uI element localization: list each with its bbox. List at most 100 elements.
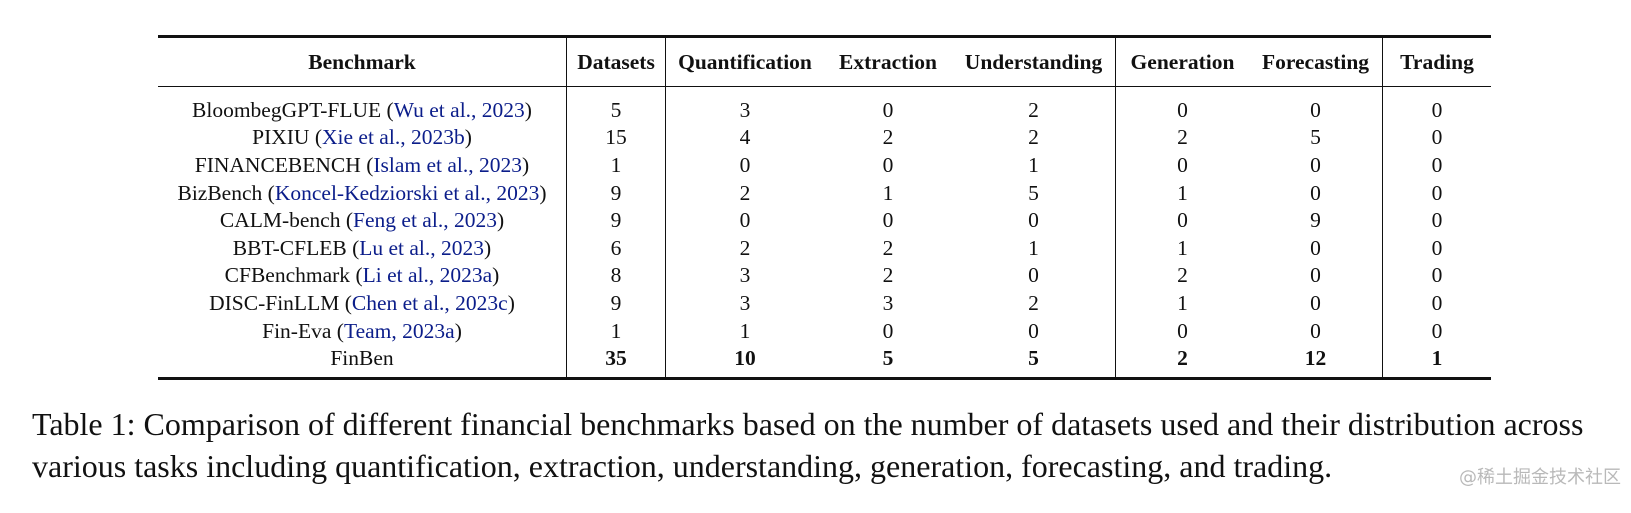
value-cell: 1 [566,316,666,345]
value-cell: 0 [665,151,824,179]
value-cell: 0 [1310,318,1321,343]
value-cell: 9 [566,289,666,317]
value-cell: 8 [566,261,666,290]
value-cell: 1 [1115,233,1249,262]
value-cell: 5 [1310,125,1321,150]
value-cell: 0 [1028,263,1039,288]
value-cell: 9 [566,178,666,207]
value-cell: 9 [1310,208,1321,233]
header-extraction: Extraction [839,49,937,74]
value-cell: 5 [566,86,666,124]
header-benchmark: Benchmark [308,49,416,74]
value-cell: 0 [1382,178,1491,207]
benchmark-name-cell: BizBench (Koncel-Kedziorski et al., 2023… [177,180,547,205]
value-cell: 10 [665,344,824,379]
benchmark-name: Fin-Eva [262,318,332,343]
table-body: BloombegGPT-FLUE (Wu et al., 2023) 5 3 0 2 0 0… [158,86,1491,379]
value-cell: 0 [1382,123,1491,152]
value-cell: 3 [882,290,894,315]
value-cell: 2 [1028,125,1039,150]
value-cell: 0 [1310,152,1321,177]
value-cell: 0 [1028,208,1039,233]
header-quantification: Quantification [665,36,824,87]
benchmark-name: BizBench [177,180,263,205]
value-cell: 0 [1310,180,1321,205]
header-forecasting: Forecasting [1261,49,1370,74]
value-cell: 2 [882,125,894,150]
table-row: CALM-bench (Feng et al., 2023) 9 0 0 0 0 9 0 [158,206,1491,234]
value-cell: 0 [1028,318,1039,343]
value-cell: 0 [1382,206,1491,234]
benchmark-table-container: Benchmark Datasets Quantification Extrac… [158,35,1491,380]
header-understanding: Understanding [964,49,1103,74]
value-cell: 5 [1028,180,1039,205]
value-cell: 0 [1115,206,1249,234]
value-cell: 3 [665,261,824,290]
value-cell: 0 [1382,86,1491,124]
value-cell: 0 [1310,235,1321,260]
table-row: DISC-FinLLM (Chen et al., 2023c) 9 3 3 2 1 0 0 [158,289,1491,317]
benchmark-name-cell: CALM-bench (Feng et al., 2023) [219,208,505,233]
value-cell: 2 [665,178,824,207]
value-cell: 2 [1028,97,1039,122]
benchmark-name-cell: BloombegGPT-FLUE (Wu et al., 2023) [192,97,532,122]
value-cell: 0 [1310,97,1321,122]
value-cell: 0 [1382,289,1491,317]
value-cell: 0 [665,206,824,234]
citation-link[interactable]: Chen et al., 2023c [351,290,508,315]
citation-link[interactable]: Xie et al., 2023b [322,125,465,150]
value-cell: 2 [1115,261,1249,290]
value-cell: 35 [566,344,666,379]
table-row: Fin-Eva (Team, 2023a) 1 1 0 0 0 0 0 [158,316,1491,345]
citation-link[interactable]: Team, 2023a [343,318,455,343]
benchmark-name-cell: DISC-FinLLM (Chen et al., 2023c) [209,290,515,315]
value-cell: 1 [1028,235,1039,260]
table-row: CFBenchmark (Li et al., 2023a) 8 3 2 0 2 0 0 [158,261,1491,290]
value-cell: 2 [1115,123,1249,152]
benchmark-name: FinBen [330,346,394,371]
value-cell: 0 [1115,151,1249,179]
benchmark-name-cell: BBT-CFLEB (Lu et al., 2023) [232,235,492,260]
benchmark-name-cell: CFBenchmark (Li et al., 2023a) [224,263,500,288]
citation-link[interactable]: Feng et al., 2023 [353,208,497,233]
citation-link[interactable]: Lu et al., 2023 [359,235,485,260]
citation-link[interactable]: Koncel-Kedziorski et al., 2023 [274,180,540,205]
value-cell: 0 [882,152,894,177]
value-cell: 5 [1028,346,1039,371]
value-cell: 0 [882,318,894,343]
value-cell: 6 [566,233,666,262]
value-cell: 0 [882,97,894,122]
table-header-row: Benchmark Datasets Quantification Extrac… [158,36,1491,87]
value-cell: 1 [1382,344,1491,379]
watermark: @稀土掘金技术社区 [1459,467,1621,488]
value-cell: 15 [566,123,666,152]
value-cell: 0 [882,208,894,233]
citation-link[interactable]: Li et al., 2023a [362,263,493,288]
value-cell: 2 [1028,290,1039,315]
value-cell: 0 [1115,86,1249,124]
benchmark-name: CFBenchmark [224,263,351,288]
value-cell: 1 [1028,152,1039,177]
table-row: BizBench (Koncel-Kedziorski et al., 2023… [158,178,1491,207]
value-cell: 0 [1310,290,1321,315]
benchmark-name-cell: PIXIU (Xie et al., 2023b) [252,125,472,150]
value-cell: 2 [1115,344,1249,379]
benchmark-name: BBT-CFLEB [232,235,347,260]
table-row: BBT-CFLEB (Lu et al., 2023) 6 2 2 1 1 0 0 [158,233,1491,262]
benchmark-name-cell: Fin-Eva (Team, 2023a) [262,318,462,343]
citation-link[interactable]: Wu et al., 2023 [393,97,525,122]
table-row: PIXIU (Xie et al., 2023b) 15 4 2 2 2 5 0 [158,123,1491,152]
benchmark-comparison-table: Benchmark Datasets Quantification Extrac… [158,35,1491,380]
value-cell: 1 [1115,289,1249,317]
value-cell: 3 [665,289,824,317]
header-trading: Trading [1382,36,1491,87]
table-row: BloombegGPT-FLUE (Wu et al., 2023) 5 3 0 2 0 0… [158,86,1491,124]
value-cell: 1 [566,151,666,179]
value-cell: 1 [665,316,824,345]
benchmark-name: DISC-FinLLM [209,290,340,315]
benchmark-name: CALM-bench [219,208,341,233]
value-cell: 12 [1304,346,1327,371]
citation-link[interactable]: Islam et al., 2023 [373,152,523,177]
value-cell: 1 [882,180,894,205]
table-caption: Table 1: Comparison of different financi… [32,406,1584,484]
